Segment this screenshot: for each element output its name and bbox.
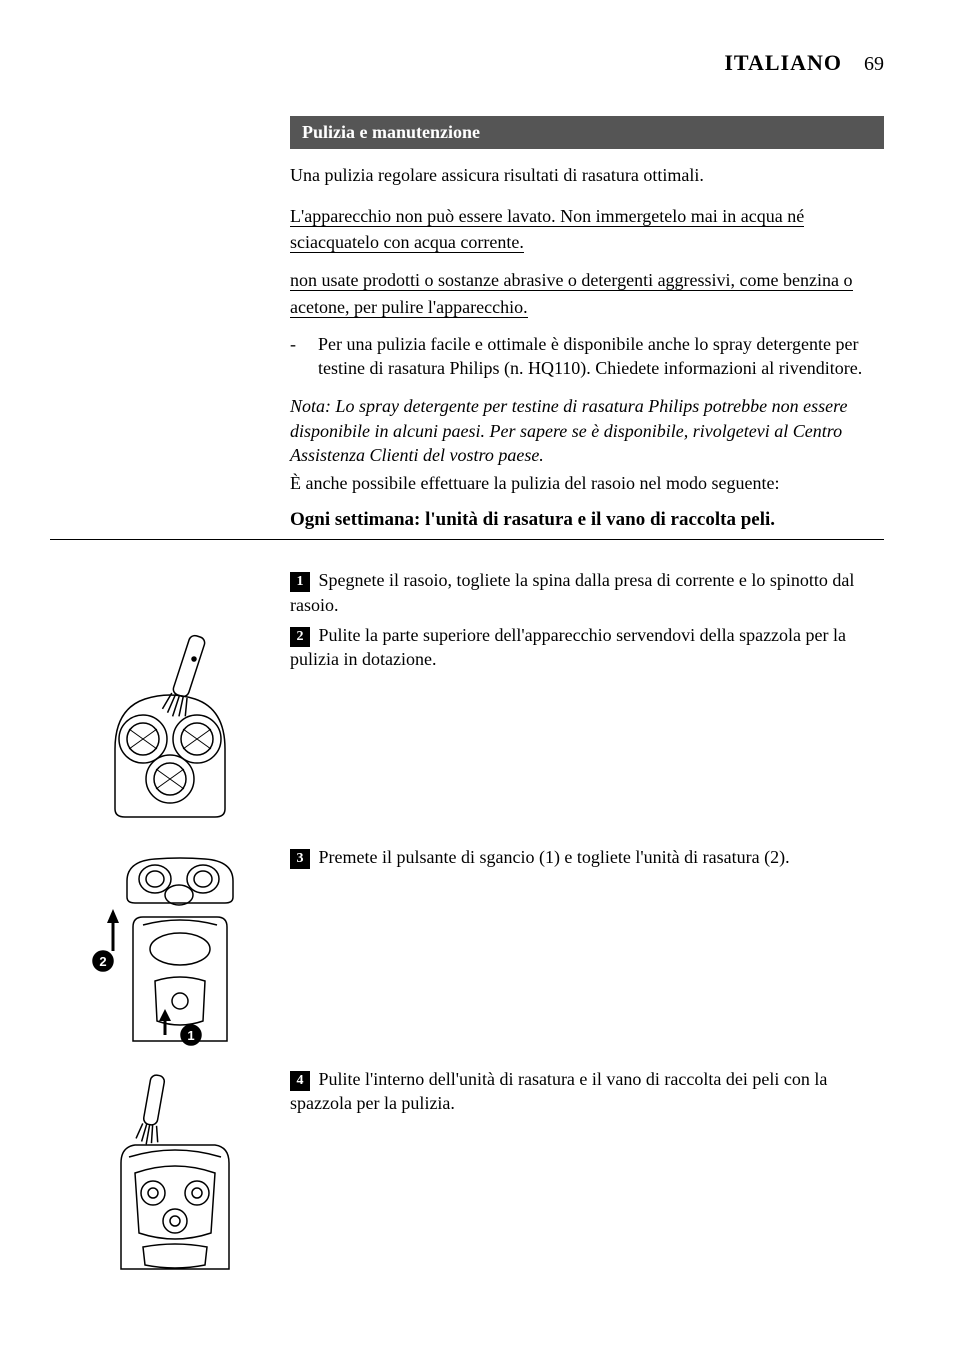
warning-2-text: non usate prodotti o sostanze abrasive o… (290, 270, 853, 317)
step-3-num: 3 (290, 849, 310, 869)
step-row-4: 4 Pulite l'interno dell'unità di rasatur… (50, 1067, 884, 1277)
step-1-illustration-empty (50, 568, 290, 574)
step-1-num: 1 (290, 572, 310, 592)
section-banner: Pulizia e manutenzione (290, 116, 884, 149)
step-4-text: 4 Pulite l'interno dell'unità di rasatur… (290, 1067, 884, 1116)
after-note-text: È anche possibile effettuare la pulizia … (290, 471, 884, 495)
intro-text: Una pulizia regolare assicura risultati … (290, 163, 884, 187)
step-3-body: Premete il pulsante di sgancio (1) e tog… (319, 847, 790, 867)
shaver-brush-icon (85, 629, 255, 819)
header-page-number: 69 (864, 53, 884, 75)
step-4-text-wrap: 4 Pulite l'interno dell'unità di rasatur… (290, 1067, 884, 1116)
divider (50, 539, 884, 540)
step-2-illustration (50, 623, 290, 819)
manual-page: ITALIANO 69 Pulizia e manutenzione Una p… (0, 0, 954, 1339)
step-1-body: Spegnete il rasoio, togliete la spina da… (290, 570, 854, 614)
step-3-text: 3 Premete il pulsante di sgancio (1) e t… (290, 845, 884, 869)
shaver-clean-interior-icon (85, 1073, 255, 1273)
step-2-body: Pulite la parte superiore dell'apparecch… (290, 625, 846, 669)
svg-text:2: 2 (99, 954, 106, 969)
step-row-2: 2 Pulite la parte superiore dell'apparec… (50, 623, 884, 833)
svg-text:1: 1 (187, 1028, 194, 1043)
intro-block: Una pulizia regolare assicura risultati … (290, 163, 884, 531)
step-4-body: Pulite l'interno dell'unità di rasatura … (290, 1069, 827, 1113)
header-language: ITALIANO (724, 50, 842, 75)
step-2-text-wrap: 2 Pulite la parte superiore dell'apparec… (290, 623, 884, 672)
step-2-num: 2 (290, 627, 310, 647)
step-row-1: 1 Spegnete il rasoio, togliete la spina … (50, 568, 884, 617)
bullet-item: - Per una pulizia facile e ottimale è di… (290, 332, 884, 381)
bullet-text: Per una pulizia facile e ottimale è disp… (318, 332, 884, 381)
step-4-illustration (50, 1067, 290, 1273)
warning-1-text: L'apparecchio non può essere lavato. Non… (290, 206, 804, 253)
step-3-text-wrap: 3 Premete il pulsante di sgancio (1) e t… (290, 845, 884, 869)
warning-2: non usate prodotti o sostanze abrasive o… (290, 267, 884, 319)
warning-1: L'apparecchio non può essere lavato. Non… (290, 203, 884, 255)
page-header: ITALIANO 69 (50, 50, 884, 76)
step-3-illustration: 2 1 (50, 845, 290, 1051)
step-row-3: 2 1 3 Premete il pulsante di sgancio (1)… (50, 845, 884, 1055)
step-2-text: 2 Pulite la parte superiore dell'apparec… (290, 623, 884, 672)
bullet-dash: - (290, 332, 318, 381)
step-1-text-wrap: 1 Spegnete il rasoio, togliete la spina … (290, 568, 884, 617)
shaver-release-icon: 2 1 (85, 851, 255, 1051)
note-text: Nota: Lo spray detergente per testine di… (290, 394, 884, 467)
subheading: Ogni settimana: l'unità di rasatura e il… (290, 509, 884, 531)
step-1-text: 1 Spegnete il rasoio, togliete la spina … (290, 568, 884, 617)
step-4-num: 4 (290, 1071, 310, 1091)
